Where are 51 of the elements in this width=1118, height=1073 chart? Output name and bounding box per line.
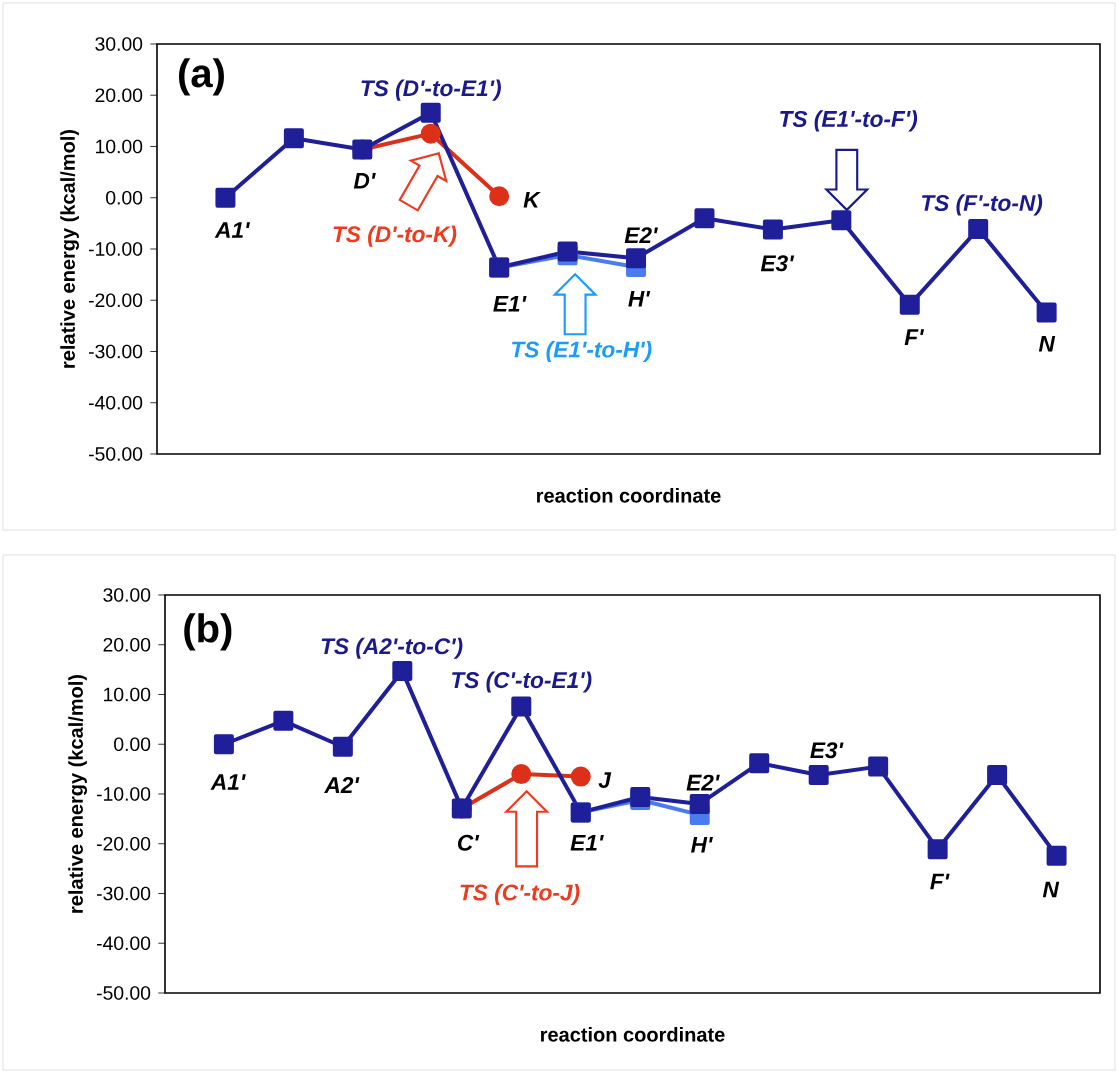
y-tick-label: -30.00 bbox=[89, 344, 143, 359]
annotation: J bbox=[598, 772, 612, 788]
annotation: A2' bbox=[324, 777, 360, 793]
y-tick-label: 20.00 bbox=[95, 88, 143, 103]
annotation: TS (D'-to-K) bbox=[333, 225, 457, 247]
annotation: TS (F'-to-N) bbox=[922, 194, 1043, 216]
chart-title: (b) bbox=[184, 613, 232, 651]
y-tick-label: 10.00 bbox=[104, 687, 151, 702]
y-tick-label: -20.00 bbox=[97, 836, 151, 851]
annotation: TS (A2'-to-C') bbox=[321, 637, 463, 659]
y-tick-label: -20.00 bbox=[89, 293, 143, 308]
y-tick-label: -30.00 bbox=[97, 886, 151, 901]
annotation: E2' bbox=[624, 227, 658, 244]
annotation: TS (D'-to-E1') bbox=[361, 79, 501, 101]
y-tick-label: 30.00 bbox=[95, 37, 143, 51]
y-tick-label: 20.00 bbox=[103, 637, 151, 652]
annotation: A1' bbox=[214, 222, 251, 238]
annotation: E1' bbox=[493, 296, 527, 312]
y-tick-label: -40.00 bbox=[89, 395, 143, 410]
annotation: K bbox=[523, 191, 541, 208]
y-tick-label: -10.00 bbox=[97, 787, 151, 801]
annotation: F' bbox=[930, 873, 950, 890]
annotation: N bbox=[1038, 336, 1056, 352]
annotation: D' bbox=[353, 173, 376, 189]
annotation: TS (E1'-to-F') bbox=[780, 110, 918, 132]
annotation: TS (E1'-to-H') bbox=[512, 340, 652, 363]
annotation: E3' bbox=[810, 742, 844, 759]
annotation: A1' bbox=[210, 774, 246, 790]
y-tick-label: 10.00 bbox=[96, 139, 143, 154]
annotation: E1' bbox=[570, 834, 604, 851]
y-tick-label: -50.00 bbox=[89, 447, 143, 461]
annotation: E3' bbox=[760, 255, 795, 272]
x-axis-title: reaction coordinate bbox=[537, 488, 721, 503]
y-tick-label: -40.00 bbox=[97, 936, 151, 951]
y-tick-label: 0.00 bbox=[106, 190, 143, 205]
y-axis-title: relative energy (kcal/mol) bbox=[60, 129, 79, 368]
annotation: F' bbox=[904, 329, 925, 345]
y-axis-title: relative energy (kcal/mol) bbox=[68, 674, 87, 913]
annotation: N bbox=[1042, 881, 1060, 898]
annotation: TS (C'-to-J) bbox=[460, 883, 580, 906]
annotation: E2' bbox=[686, 774, 720, 791]
annotation: H' bbox=[628, 290, 651, 307]
annotation: C' bbox=[457, 834, 480, 851]
annotation: H' bbox=[691, 836, 713, 853]
x-axis-title: reaction coordinate bbox=[541, 1027, 725, 1042]
y-tick-label: -10.00 bbox=[89, 242, 143, 256]
annotation: TS (C'-to-E1') bbox=[452, 671, 592, 693]
y-tick-label: 30.00 bbox=[103, 588, 151, 602]
y-tick-label: 0.00 bbox=[114, 737, 151, 752]
y-tick-label: -50.00 bbox=[97, 986, 151, 1000]
chart-title: (a) bbox=[179, 58, 224, 96]
